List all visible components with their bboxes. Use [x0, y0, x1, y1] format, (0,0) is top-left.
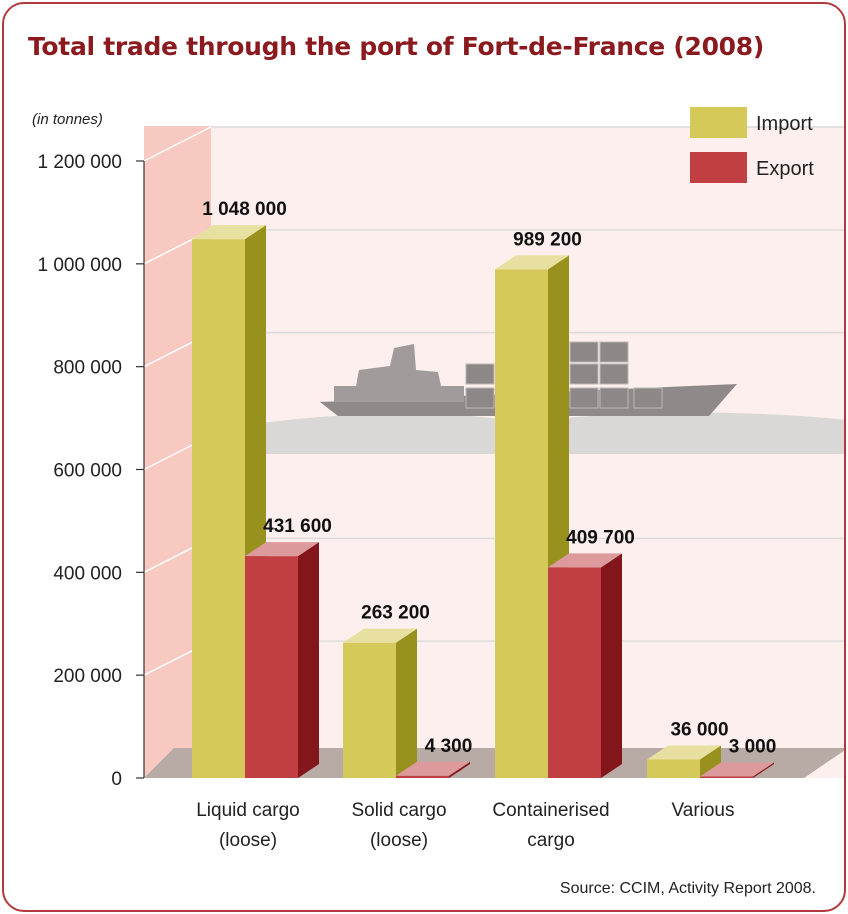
bar-export-2-front — [548, 567, 601, 778]
legend-swatch-import — [690, 107, 747, 138]
bar-import-3-value-label: 36 000 — [670, 719, 728, 740]
container-box — [569, 387, 599, 409]
container-box — [465, 387, 495, 409]
bar-export-3-front — [700, 776, 753, 778]
container-box — [569, 363, 599, 385]
bar-export-3-value-label: 3 000 — [729, 736, 777, 757]
bar-import-1-top — [343, 628, 417, 643]
container-box — [569, 341, 599, 363]
bar-import-3-side — [700, 745, 721, 778]
legend: Import Export — [690, 107, 814, 183]
bar-export-1-side — [449, 761, 470, 778]
container-box — [633, 387, 663, 409]
bar-export-1-top — [396, 761, 470, 776]
category-label: cargo — [527, 830, 575, 851]
legend-label-export: Export — [756, 158, 814, 180]
container-box — [599, 341, 629, 363]
bar-export-0-value-label: 431 600 — [263, 516, 332, 537]
bar-export-0-top — [245, 542, 319, 557]
bar-export-2-side — [601, 553, 622, 778]
bar-import-0-value-label: 1 048 000 — [202, 199, 287, 220]
y-tick-label: 400 000 — [53, 563, 122, 584]
bar-chart: 0 200 000 400 000 600 000 800 000 1 000 000 1 … — [37, 107, 844, 851]
y-tick-label: 1 000 000 — [37, 255, 122, 276]
bar-export-3-side — [753, 762, 774, 778]
container-box — [599, 387, 629, 409]
bar-export-2-top — [548, 553, 622, 568]
bar-import-1-side — [396, 628, 417, 778]
y-tick-label: 600 000 — [53, 461, 122, 482]
bar-export-1-value-label: 4 300 — [425, 736, 473, 757]
chart-title: Total trade through the port of Fort-de-… — [28, 32, 764, 61]
bar-import-1-front — [343, 642, 396, 778]
y-axis-unit-label: (in tonnes) — [32, 111, 103, 128]
y-tick-label: 800 000 — [53, 358, 122, 379]
bar-import-0-front — [192, 239, 245, 779]
bar-import-2-top — [495, 255, 569, 270]
bar-import-2-front — [495, 269, 548, 778]
bar-import-3-front — [647, 759, 700, 778]
grid-line-left — [143, 126, 212, 162]
category-label: Liquid cargo — [196, 800, 300, 821]
bar-import-2-value-label: 989 200 — [513, 229, 582, 250]
bar-import-3-top — [647, 745, 721, 760]
bar-export-2-value-label: 409 700 — [566, 527, 635, 548]
category-label: (loose) — [370, 830, 428, 851]
container-box — [599, 363, 629, 385]
bar-export-3-top — [700, 762, 774, 777]
ship-bridge — [334, 344, 464, 402]
y-tick-label: 0 — [111, 769, 122, 790]
legend-label-import: Import — [756, 113, 813, 135]
bar-export-1-front — [396, 775, 449, 778]
legend-swatch-export — [690, 152, 747, 183]
y-tick-label: 1 200 000 — [37, 152, 122, 173]
source-note: Source: CCIM, Activity Report 2008. — [559, 880, 816, 897]
bar-export-0-side — [298, 542, 319, 778]
category-label: (loose) — [219, 830, 277, 851]
category-label: Containerised — [492, 800, 609, 821]
container-box — [465, 363, 495, 385]
category-label: Various — [671, 800, 734, 821]
category-label: Solid cargo — [351, 800, 446, 821]
bar-export-0-front — [245, 556, 298, 778]
bar-import-0-top — [192, 225, 266, 240]
bar-import-1-value-label: 263 200 — [361, 603, 430, 624]
y-tick-label: 200 000 — [53, 666, 122, 687]
